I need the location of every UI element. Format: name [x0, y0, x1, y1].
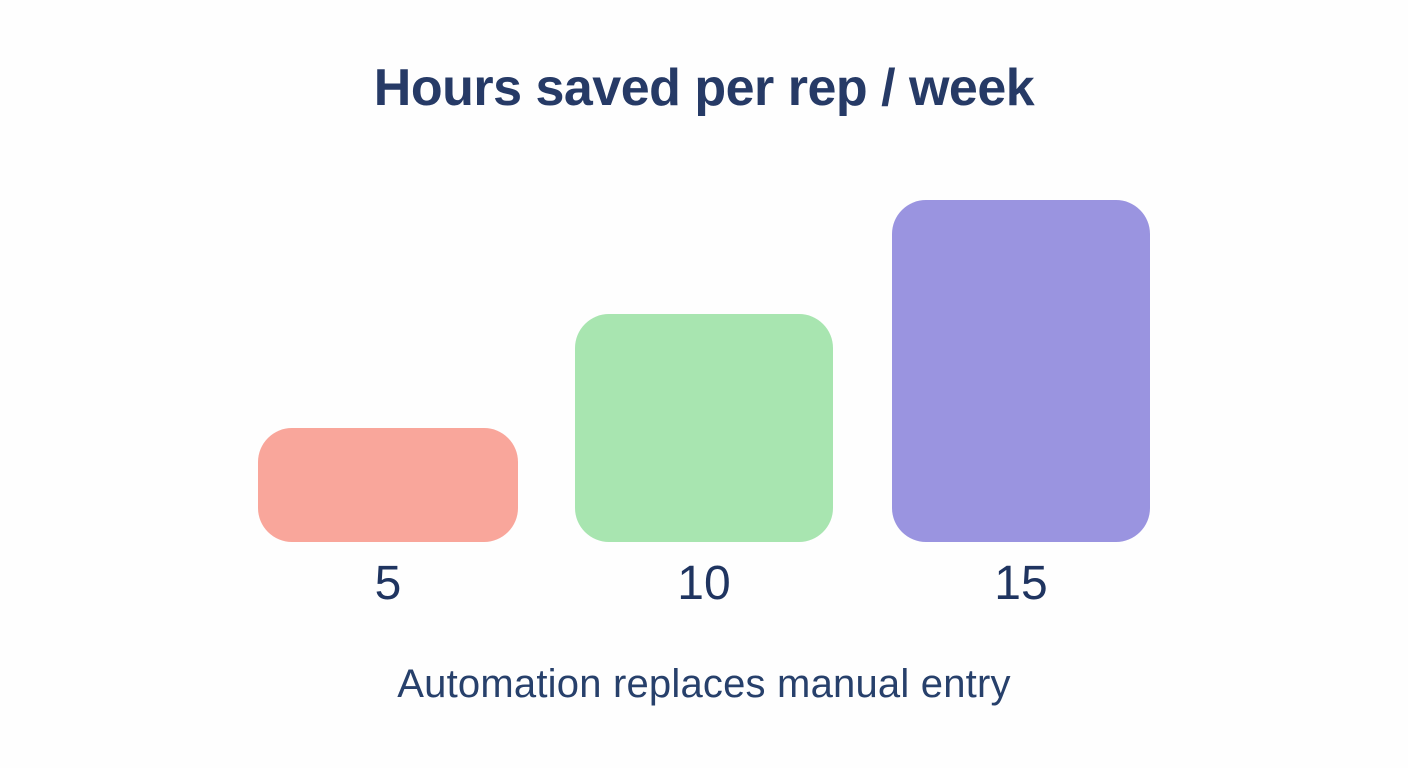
chart-title: Hours saved per rep / week	[373, 59, 1035, 117]
bar-hours-saved-low	[258, 428, 518, 542]
bar-value-label: 5	[374, 557, 402, 610]
bar-hours-saved-mid	[575, 314, 833, 542]
bar-value-label: 10	[677, 557, 731, 610]
bar-hours-saved-high	[892, 200, 1150, 542]
bar-value-label: 15	[994, 557, 1048, 610]
chart-caption: Automation replaces manual entry	[397, 662, 1011, 706]
